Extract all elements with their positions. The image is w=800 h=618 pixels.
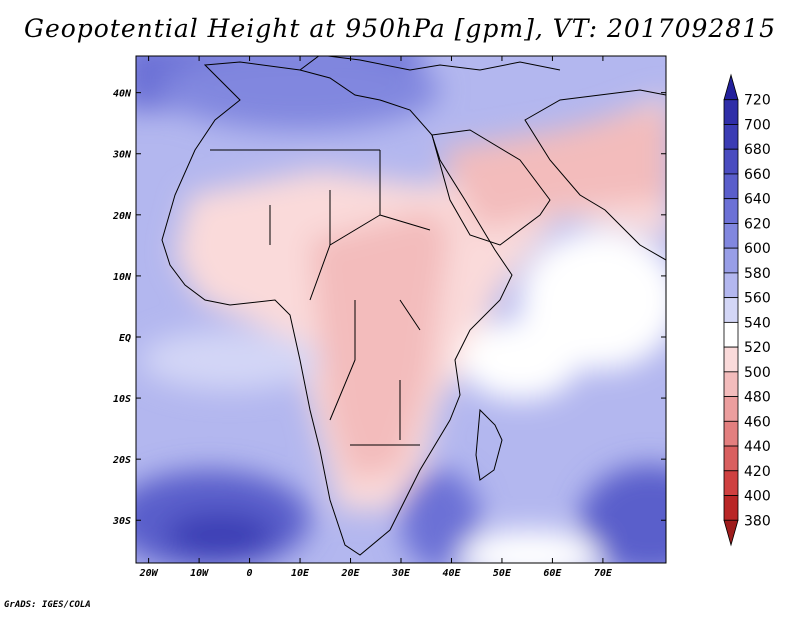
lon-label: 20W [139,568,159,579]
lon-label: 10W [190,568,209,579]
colorbar-label: 680 [744,142,771,158]
lon-label: 60E [543,568,562,579]
colorbar-swatch [723,297,739,323]
lon-label: 70E [594,568,613,579]
lat-label: 20N [112,211,132,222]
lon-label: 0 [247,568,253,579]
longitude-axis: 20W 10W 0 10E 20E 30E 40E 50E 60E 70E [139,56,613,579]
colorbar-label: 640 [744,192,771,208]
height-field [136,56,666,563]
lon-label: 40E [442,568,461,579]
colorbar-label: 700 [744,117,771,133]
colorbar-label: 580 [744,266,771,282]
colorbar-swatch [723,173,739,200]
colorbar-label: 480 [744,390,771,406]
colorbar-label: 620 [744,216,771,232]
lon-label: 20E [340,568,360,579]
colorbar-label: 420 [744,464,771,480]
colorbar-swatch [723,420,739,447]
colorbar-swatch [723,321,739,348]
colorbar-swatch [723,371,739,397]
colorbar-swatch [723,445,739,472]
colorbar-swatch [723,495,739,521]
colorbar-label: 720 [744,93,771,109]
colorbar-swatch [723,519,739,547]
colorbar-swatch [723,198,739,224]
colorbar-swatch [723,470,739,496]
map-title: Geopotential Height at 950hPa [gpm], VT:… [23,14,777,43]
lat-label: 10S [113,394,131,405]
colorbar-swatch [723,73,739,101]
colorbar-swatch [723,124,739,150]
colorbar-label: 380 [744,513,771,529]
lat-label: EQ [119,333,131,344]
lat-label: 10N [113,272,132,283]
lat-label: 40N [113,89,132,100]
colorbar-swatch [723,272,739,299]
coastlines [161,56,666,556]
colorbar-swatch [723,396,739,422]
colorbar-label: 560 [744,291,771,307]
lat-label: 20S [112,455,131,466]
colorbar-label: 660 [744,167,771,183]
colorbar-swatch [723,247,739,274]
colorbar-label: 540 [744,315,771,331]
lon-label: 10E [291,568,310,579]
colorbar-swatch [723,223,739,249]
colorbar-swatch [723,346,739,373]
colorbar-label: 460 [744,414,771,430]
colorbar-label: 600 [744,241,771,257]
colorbar-label: 500 [744,365,771,381]
colorbar-swatch [723,148,739,175]
lat-label: 30S [112,516,131,527]
latitude-axis: 40N 30N 20N 10N EQ 10S 20S 30S [112,89,666,527]
colorbar-label: 400 [744,489,771,505]
grads-credit: GrADS: IGES/COLA [4,600,91,610]
lon-label: 30E [391,568,411,579]
colorbar: 720 700 680 660 640 620 600 580 560 540 520 500 480 4… [723,73,771,547]
lon-label: 50E [493,568,512,579]
colorbar-label: 520 [744,340,771,356]
colorbar-label: 440 [744,439,771,455]
lat-label: 30N [112,150,132,161]
colorbar-swatch [723,99,739,125]
